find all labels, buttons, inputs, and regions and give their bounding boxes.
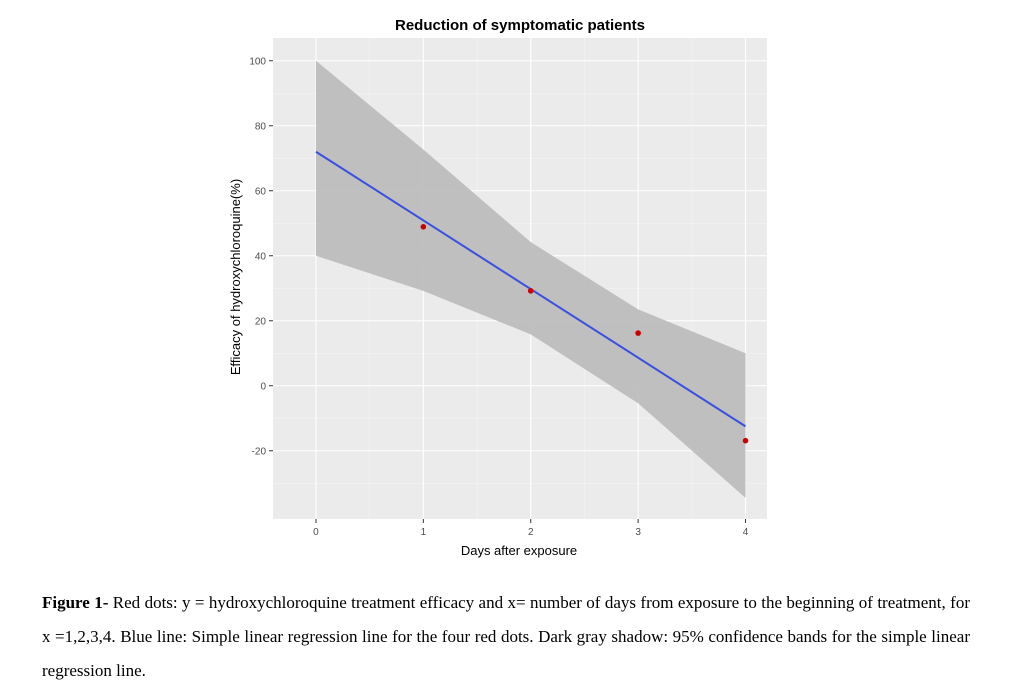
caption-text: Red dots: y = hydroxychloroquine treatme… [42,593,970,680]
y-tick-label: 60 [255,186,267,197]
x-axis: 0 1 2 3 4 [313,519,749,538]
y-tick-label: 0 [260,381,266,392]
y-tick-label: 80 [255,121,267,132]
confidence-band-layer [315,60,746,498]
x-tick-label: 4 [743,527,749,538]
confidence-band [315,60,746,498]
y-axis: -20 0 20 40 60 80 100 [249,56,273,457]
y-tick-label: -20 [252,446,267,457]
y-tick-label: 100 [249,56,266,67]
figure-caption: Figure 1- Red dots: y = hydroxychloroqui… [42,586,970,688]
caption-lead: Figure 1- [42,593,109,612]
data-point [420,224,427,230]
x-tick-label: 2 [528,527,534,538]
data-point [635,330,641,336]
data-points [420,224,749,444]
x-tick-label: 0 [313,527,319,538]
chart-title: Reduction of symptomatic patients [395,17,645,34]
data-point [742,437,749,444]
y-axis-label: Efficacy of hydroxychloroquine(%) [228,179,243,375]
x-axis-label: Days after exposure [461,543,577,558]
y-tick-label: 40 [255,251,267,262]
data-point [527,288,534,294]
x-tick-label: 3 [635,527,641,538]
y-tick-label: 20 [255,316,267,327]
x-tick-label: 1 [421,527,427,538]
